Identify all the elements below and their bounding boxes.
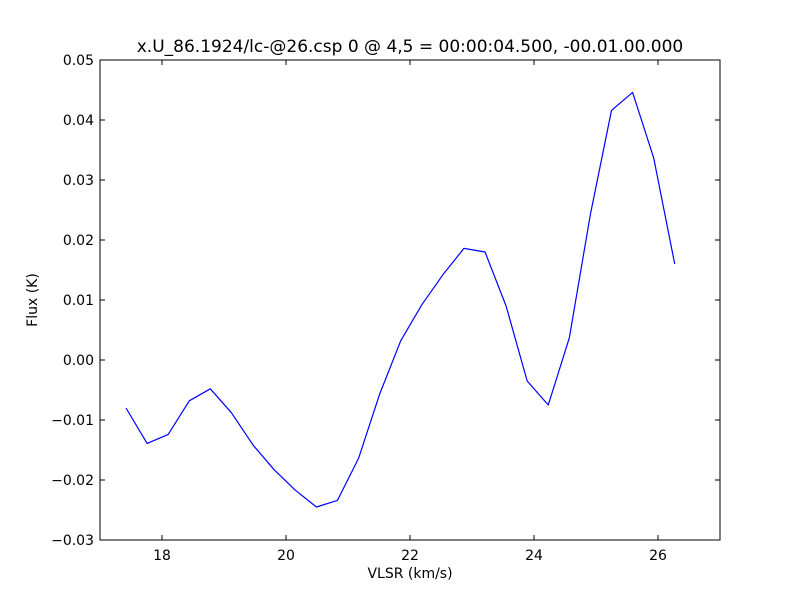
y-axis-label: Flux (K) [25, 273, 41, 327]
plot-frame [99, 59, 721, 541]
y-tick-label: 0.01 [63, 293, 94, 309]
x-tick-label: 24 [525, 548, 543, 564]
y-tick-label: −0.02 [51, 473, 94, 489]
y-tick-label: −0.01 [51, 413, 94, 429]
y-tick-label: 0.05 [63, 53, 94, 69]
y-tick-label: −0.03 [51, 533, 94, 549]
y-tick-label: 0.02 [63, 233, 94, 249]
series-line-0 [125, 91, 676, 508]
x-tick-label: 22 [401, 548, 419, 564]
y-tick-label: 0.00 [63, 353, 94, 369]
x-tick-label: 26 [649, 548, 667, 564]
x-tick-label: 18 [153, 548, 171, 564]
x-tick-label: 20 [277, 548, 295, 564]
y-tick-label: 0.03 [63, 173, 94, 189]
x-axis-label: VLSR (km/s) [367, 566, 452, 582]
chart-title: x.U_86.1924/lc-@26.csp 0 @ 4,5 = 00:00:0… [137, 37, 683, 57]
y-tick-label: 0.04 [63, 113, 94, 129]
